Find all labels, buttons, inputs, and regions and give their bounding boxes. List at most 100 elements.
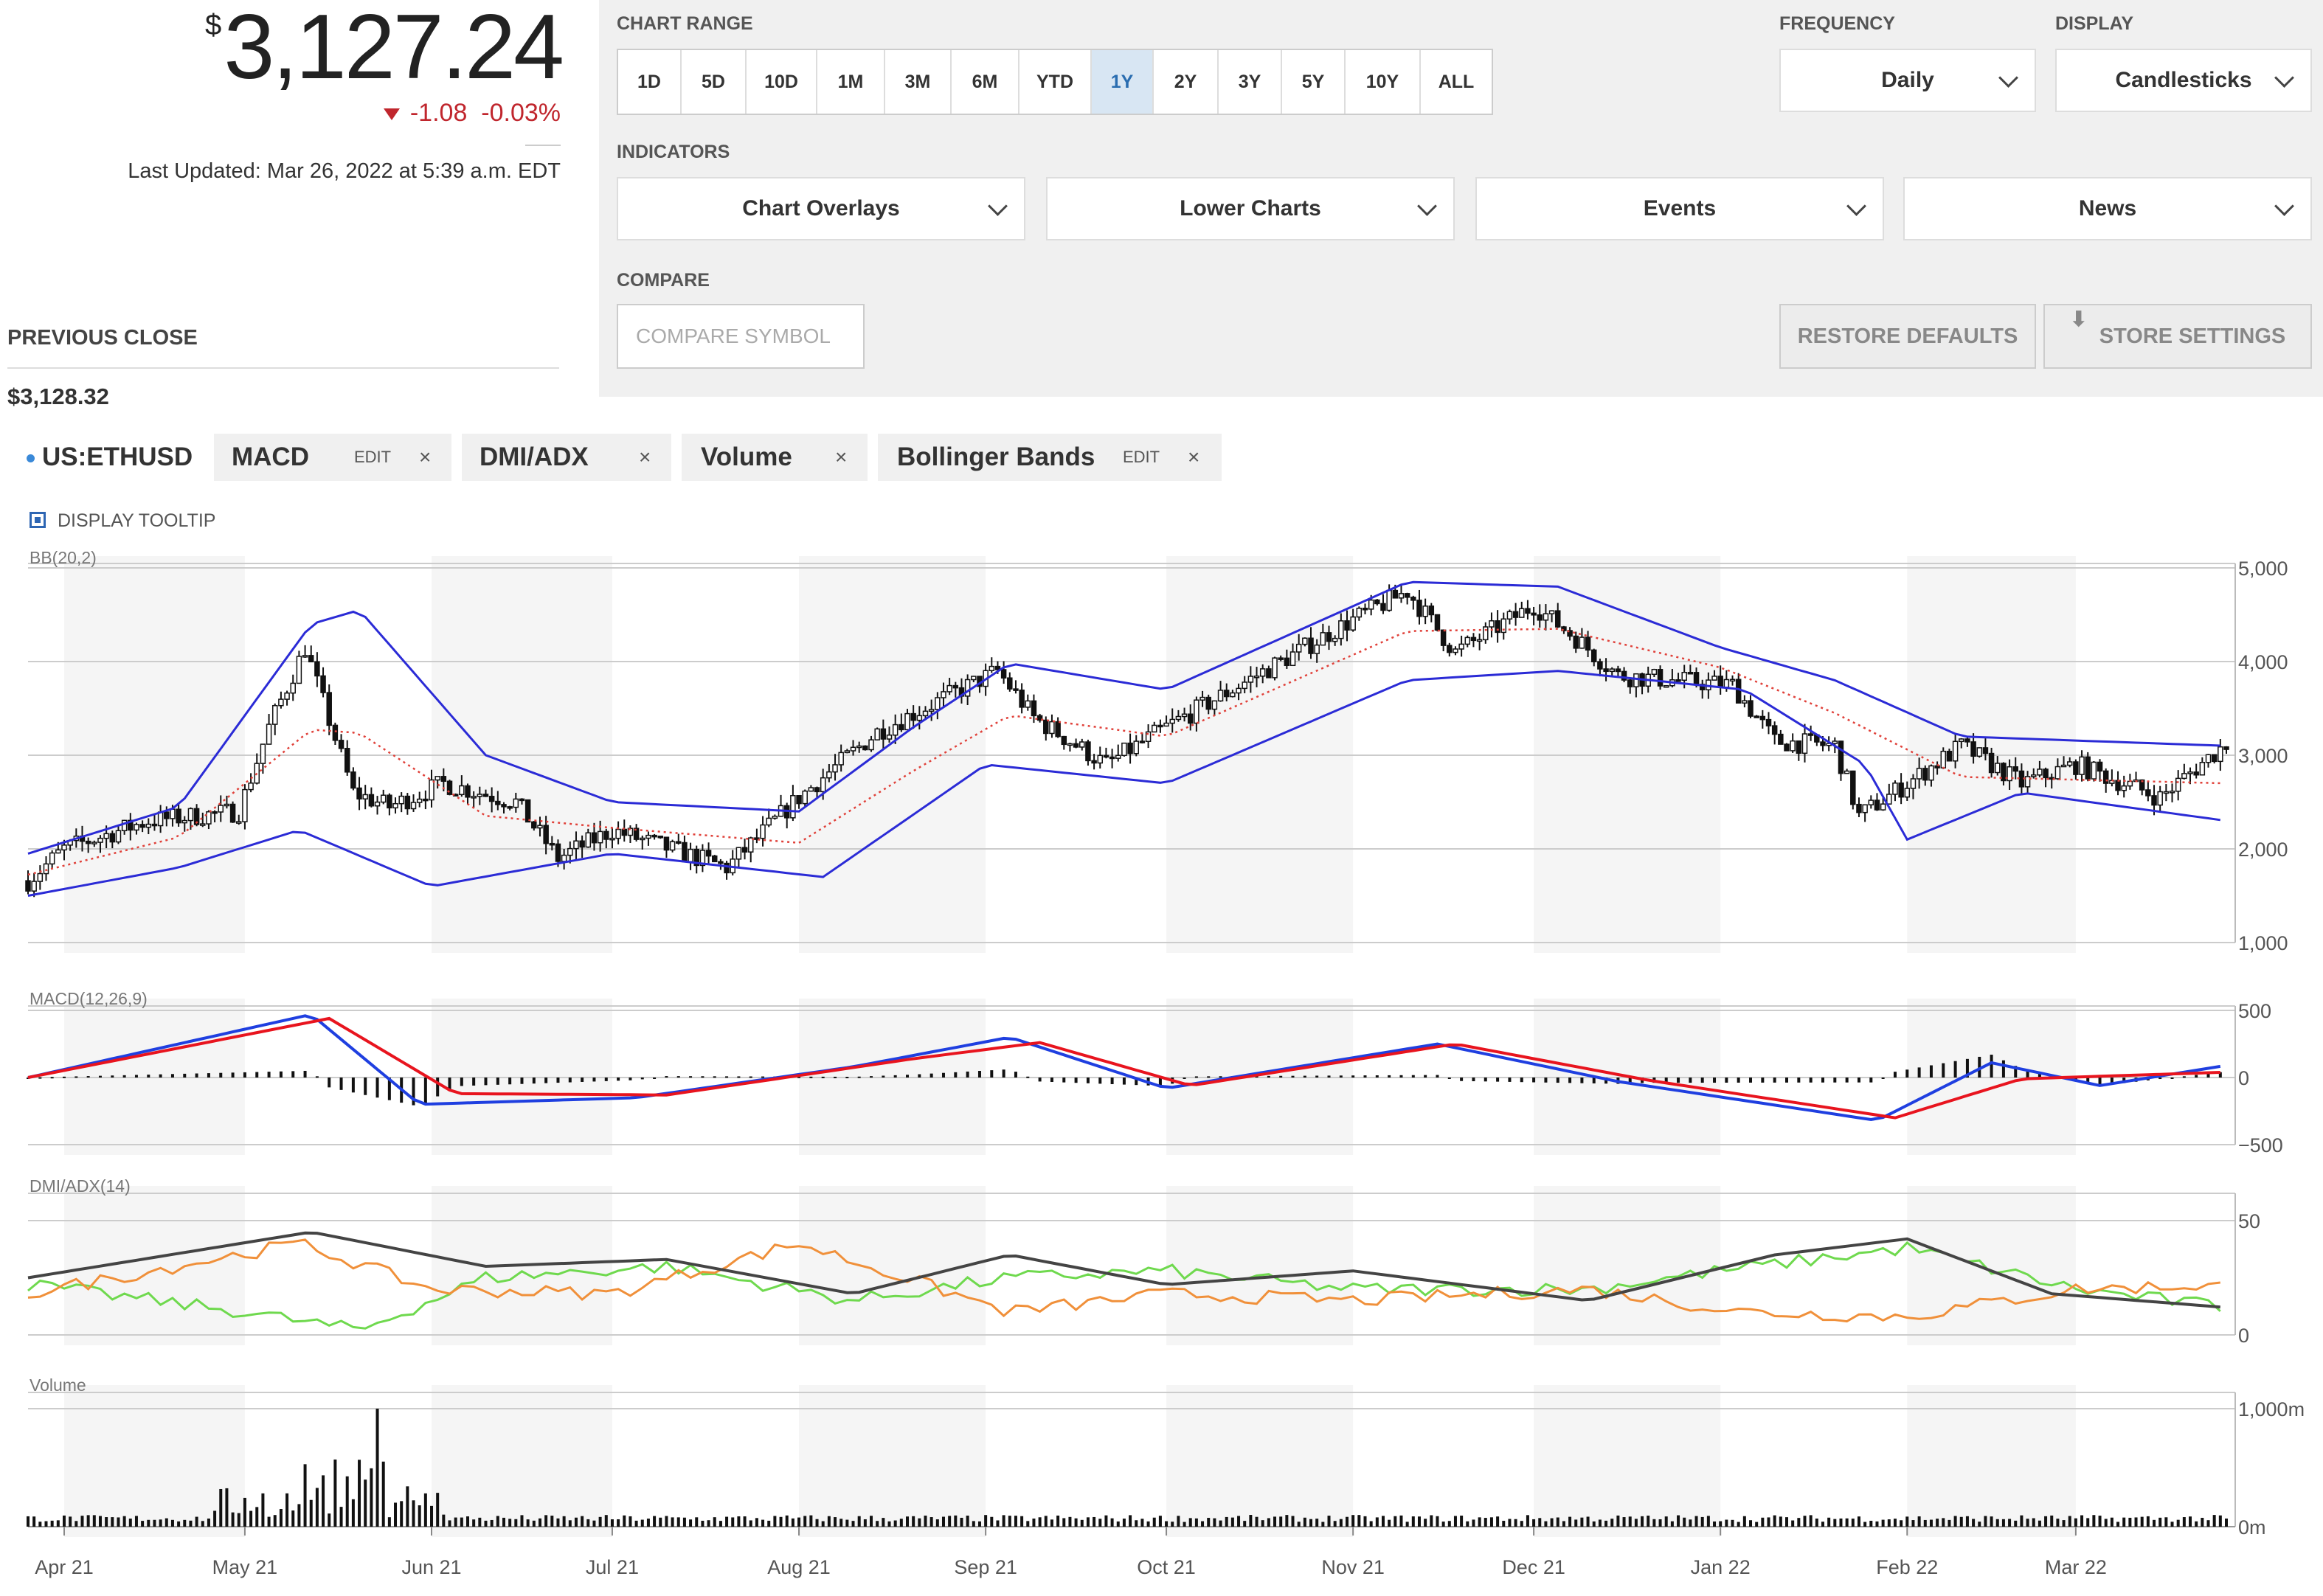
dmi-panel-label: DMI/ADX(14) (30, 1176, 131, 1196)
macd-histogram-bar (581, 1078, 584, 1082)
volume-bar (2116, 1522, 2120, 1527)
range-3y[interactable]: 3Y (1219, 50, 1282, 114)
close-icon[interactable]: × (835, 445, 848, 468)
volume-bar (960, 1517, 963, 1527)
candle-body (1344, 620, 1350, 631)
range-5d[interactable]: 5D (682, 50, 747, 114)
range-1y[interactable]: 1Y (1092, 50, 1154, 114)
candle-body (1247, 676, 1254, 683)
candle-body (398, 795, 404, 805)
range-6m[interactable]: 6M (952, 50, 1019, 114)
macd-histogram-bar (279, 1071, 283, 1078)
candle-body (1295, 643, 1302, 653)
close-icon[interactable]: × (419, 445, 432, 468)
range-3m[interactable]: 3M (885, 50, 952, 114)
display-select[interactable]: Candlesticks (2055, 49, 2312, 112)
frequency-select[interactable]: Daily (1779, 49, 2036, 112)
y-tick-label: −500 (2238, 1134, 2283, 1156)
volume-bar (562, 1516, 566, 1527)
candle-body (1194, 699, 1199, 724)
volume-bar (2110, 1517, 2113, 1527)
tab-bollinger-bands[interactable]: Bollinger Bands EDIT × (878, 434, 1222, 481)
macd-histogram-bar (448, 1078, 451, 1090)
volume-bar (406, 1486, 409, 1527)
tab-dmi-adx[interactable]: DMI/ADX × (462, 434, 671, 481)
month-shade (1907, 1385, 2076, 1537)
x-tick-label: Jul 21 (586, 1556, 639, 1578)
volume-bar (328, 1513, 331, 1527)
macd-histogram-bar (1580, 1078, 1584, 1083)
chart-overlays-select[interactable]: Chart Overlays (617, 177, 1025, 240)
lower-charts-select[interactable]: Lower Charts (1046, 177, 1455, 240)
close-icon[interactable]: × (639, 445, 651, 468)
macd-histogram-bar (1556, 1078, 1559, 1083)
tab-macd-edit[interactable]: EDIT (354, 448, 392, 466)
tab-macd[interactable]: MACD EDIT × (214, 434, 451, 481)
display-tooltip-checkbox[interactable] (30, 512, 46, 528)
candle-body (61, 844, 67, 851)
news-select[interactable]: News (1903, 177, 2312, 240)
volume-bar (2020, 1515, 2023, 1527)
range-1m[interactable]: 1M (817, 50, 885, 114)
lower-bollinger-band (27, 670, 2221, 897)
month-shade (1534, 1385, 1721, 1537)
macd-panel-label: MACD(12,26,9) (30, 989, 148, 1008)
macd-histogram-bar (845, 1077, 849, 1079)
events-label: Events (1643, 196, 1717, 221)
candle-body (1013, 688, 1019, 691)
candle-body (1175, 715, 1182, 721)
macd-histogram-bar (1002, 1069, 1005, 1078)
symbol-tab[interactable]: US:ETHUSD (27, 443, 193, 472)
candle-body (1115, 754, 1121, 759)
events-select[interactable]: Events (1475, 177, 1884, 240)
range-10d[interactable]: 10D (747, 50, 817, 114)
macd-histogram-bar (243, 1072, 246, 1078)
candle-body (1525, 608, 1531, 614)
candle-body (1982, 747, 1989, 754)
volume-bar (1749, 1520, 1753, 1527)
range-1d[interactable]: 1D (618, 50, 682, 114)
candle-body (2223, 746, 2229, 750)
divider (525, 145, 561, 146)
candle-body (176, 808, 181, 824)
volume-bar (502, 1517, 505, 1527)
last-updated: Last Updated: Mar 26, 2022 at 5:39 a.m. … (128, 159, 561, 183)
volume-bar (1550, 1518, 1554, 1527)
candle-body (910, 712, 916, 721)
volume-bar (815, 1519, 819, 1527)
range-ytd[interactable]: YTD (1019, 50, 1092, 114)
store-settings-button[interactable]: ⬇ STORE SETTINGS (2043, 304, 2312, 369)
range-5y[interactable]: 5Y (1282, 50, 1346, 114)
macd-histogram-bar (1797, 1078, 1801, 1083)
close-icon[interactable]: × (1188, 445, 1200, 468)
range-2y[interactable]: 2Y (1154, 50, 1219, 114)
candle-body (814, 787, 820, 793)
candle-body (1031, 700, 1037, 717)
tab-bollinger-edit[interactable]: EDIT (1123, 448, 1160, 466)
volume-bar (1447, 1521, 1451, 1527)
candle-body (862, 745, 868, 751)
macd-histogram-bar (797, 1076, 801, 1078)
volume-bar (1394, 1516, 1397, 1527)
volume-bar (1719, 1521, 1723, 1527)
range-all[interactable]: ALL (1438, 71, 1475, 92)
volume-bar (1875, 1521, 1879, 1527)
volume-bar (1309, 1519, 1313, 1527)
tab-volume[interactable]: Volume × (682, 434, 868, 481)
macd-histogram-bar (1388, 1075, 1391, 1078)
volume-bar (466, 1516, 469, 1527)
compare-symbol-input[interactable]: COMPARE SYMBOL (617, 304, 865, 369)
tab-dmi-adx-label: DMI/ADX (480, 443, 589, 471)
candle-body (193, 808, 200, 825)
volume-bar (1098, 1519, 1102, 1527)
macd-histogram-bar (918, 1074, 921, 1078)
candle-body (1512, 611, 1519, 618)
candle-body (1597, 661, 1603, 670)
volume-bar (2092, 1515, 2096, 1527)
range-10y[interactable]: 10Y (1346, 50, 1421, 114)
macd-histogram-bar (1399, 1075, 1403, 1078)
volume-bar (472, 1519, 476, 1527)
candle-body (663, 836, 670, 851)
candle-body (1856, 803, 1862, 813)
restore-defaults-button[interactable]: RESTORE DEFAULTS (1779, 304, 2036, 369)
